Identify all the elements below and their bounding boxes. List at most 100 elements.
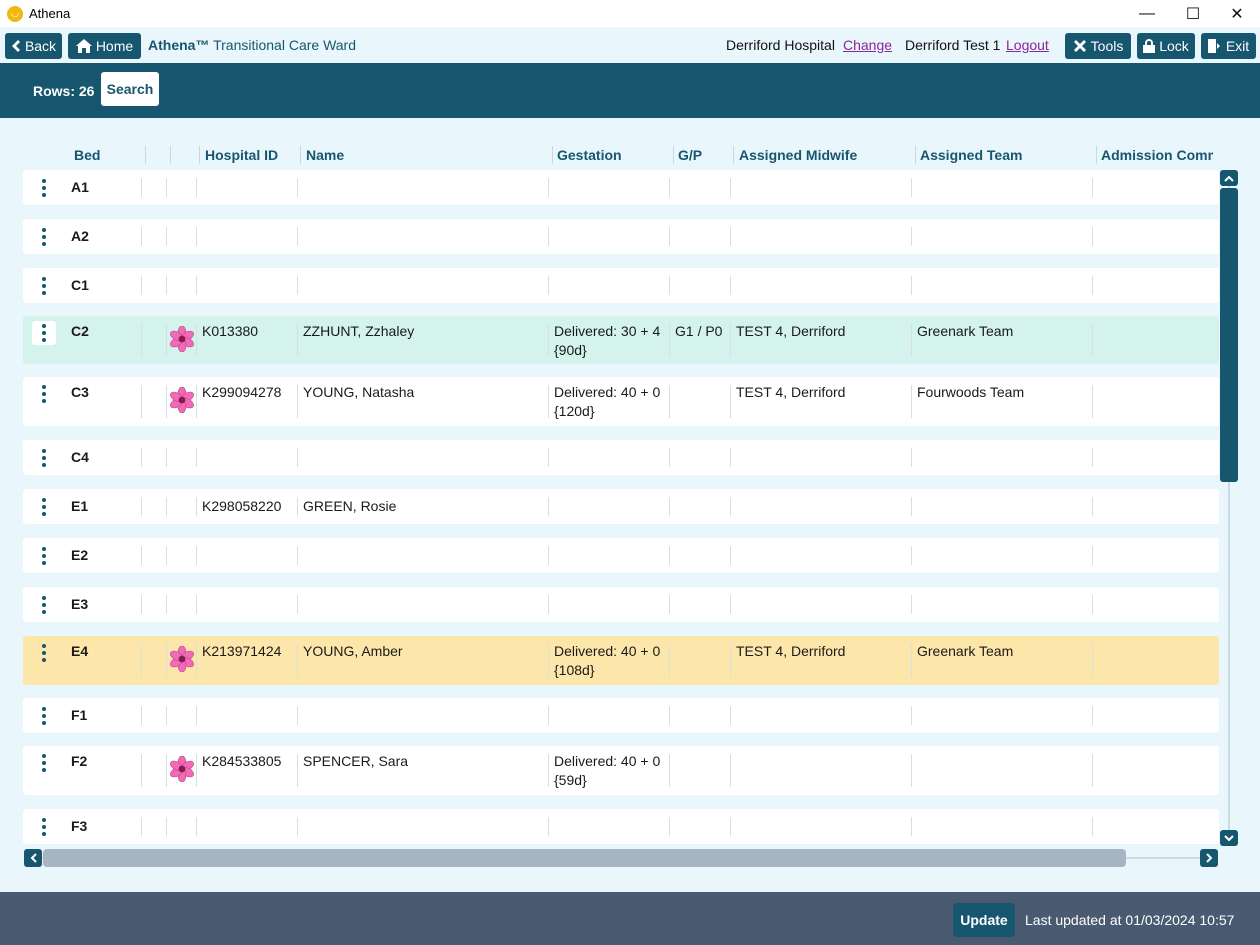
column-separator	[911, 706, 912, 725]
update-button[interactable]: Update	[953, 903, 1015, 937]
exit-icon	[1207, 39, 1220, 53]
kebab-dot	[42, 463, 46, 467]
athena-logo-icon: ◡	[7, 5, 23, 22]
scroll-up-button[interactable]	[1220, 170, 1238, 186]
bed-label: E3	[71, 596, 89, 612]
column-separator	[669, 817, 670, 836]
table-row[interactable]: A1	[23, 170, 1219, 205]
scroll-down-button[interactable]	[1220, 830, 1238, 846]
column-separator	[196, 178, 197, 197]
lock-button[interactable]: Lock	[1137, 33, 1195, 59]
column-separator	[911, 324, 912, 356]
change-hospital-link[interactable]: Change	[843, 37, 893, 53]
maximize-button[interactable]: ☐	[1185, 5, 1201, 23]
column-separator	[141, 448, 142, 467]
minimize-button[interactable]: —	[1139, 4, 1155, 22]
table-row[interactable]: E3	[23, 587, 1219, 622]
row-menu-kebab-icon[interactable]	[32, 544, 56, 568]
home-icon	[75, 39, 92, 53]
row-menu-kebab-icon[interactable]	[32, 815, 56, 839]
chevron-down-icon	[1224, 834, 1234, 841]
kebab-dot	[42, 603, 46, 607]
col-hospital-id-header[interactable]: Hospital ID	[205, 147, 279, 163]
column-separator	[141, 644, 142, 677]
column-separator	[166, 324, 167, 356]
column-separator	[911, 276, 912, 295]
home-button[interactable]: Home	[68, 33, 141, 59]
hscroll-thumb[interactable]	[43, 849, 1126, 867]
column-separator	[297, 448, 298, 467]
kebab-dot	[42, 277, 46, 281]
column-separator	[166, 644, 167, 677]
column-separator	[196, 497, 197, 516]
row-menu-kebab-icon[interactable]	[32, 225, 56, 249]
kebab-dot	[42, 832, 46, 836]
table-row[interactable]: C2 K013380 ZZHUNT, Zzhaley G1 / P0 TEST 4, D…	[23, 316, 1219, 364]
scroll-thumb[interactable]	[1220, 188, 1238, 482]
back-button[interactable]: Back	[5, 33, 62, 59]
row-menu-kebab-icon[interactable]	[32, 321, 56, 345]
col-gp-header[interactable]: G/P	[678, 147, 703, 163]
gestation-cell: Delivered: 40 + 0	[554, 643, 661, 659]
vertical-scrollbar[interactable]	[1220, 170, 1238, 848]
table-row[interactable]: F2 K284533805 SPENCER, Sara Delivered: 40 +…	[23, 746, 1219, 795]
table-row[interactable]: E4 K213971424 YOUNG, Amber TEST 4, Derrifor…	[23, 636, 1219, 685]
close-window-button[interactable]: ✕	[1230, 5, 1244, 23]
column-separator	[297, 754, 298, 787]
table-row[interactable]: C4	[23, 440, 1219, 475]
column-separator	[141, 178, 142, 197]
col-admission-comments-header[interactable]: Admission Comm	[1101, 147, 1213, 163]
column-separator	[911, 385, 912, 418]
horizontal-scrollbar[interactable]	[24, 849, 1218, 867]
flower-icon	[169, 755, 195, 783]
logout-link[interactable]: Logout	[1006, 37, 1049, 53]
table-row[interactable]: E2	[23, 538, 1219, 573]
col-bed-header[interactable]: Bed	[74, 147, 101, 163]
column-separator	[669, 546, 670, 565]
col-gestation-header[interactable]: Gestation	[557, 147, 622, 163]
row-menu-kebab-icon[interactable]	[32, 593, 56, 617]
top-nav: Back Home Athena™ Transitional Care Ward…	[0, 27, 1260, 63]
gestation-days-cell: {59d}	[554, 772, 587, 788]
flower-icon	[169, 645, 195, 673]
row-menu-kebab-icon[interactable]	[32, 704, 56, 728]
row-menu-kebab-icon[interactable]	[32, 274, 56, 298]
kebab-dot	[42, 385, 46, 389]
search-button[interactable]: Search	[101, 72, 159, 106]
column-separator	[166, 497, 167, 516]
scroll-right-button[interactable]	[1200, 849, 1218, 867]
row-menu-kebab-icon[interactable]	[32, 641, 56, 665]
exit-button[interactable]: Exit	[1201, 33, 1256, 59]
column-separator	[196, 644, 197, 677]
table-row[interactable]: F3	[23, 809, 1219, 844]
row-menu-kebab-icon[interactable]	[32, 495, 56, 519]
kebab-dot	[42, 721, 46, 725]
row-menu-kebab-icon[interactable]	[32, 176, 56, 200]
row-menu-kebab-icon[interactable]	[32, 382, 56, 406]
kebab-dot	[42, 825, 46, 829]
table-row[interactable]: F1	[23, 698, 1219, 733]
table-row[interactable]: C1	[23, 268, 1219, 303]
column-separator	[297, 497, 298, 516]
bed-label: C3	[71, 384, 89, 400]
table-row[interactable]: C3 K299094278 YOUNG, Natasha TEST 4, Derrif…	[23, 377, 1219, 426]
col-midwife-header[interactable]: Assigned Midwife	[739, 147, 858, 163]
column-separator	[141, 385, 142, 418]
scroll-left-button[interactable]	[24, 849, 42, 867]
tools-icon	[1073, 40, 1086, 52]
window-title: Athena	[29, 6, 71, 21]
column-separator	[1092, 178, 1093, 197]
table-row[interactable]: A2	[23, 219, 1219, 254]
row-menu-kebab-icon[interactable]	[32, 446, 56, 470]
chevron-left-icon	[30, 853, 37, 863]
column-separator	[548, 324, 549, 356]
kebab-dot	[42, 610, 46, 614]
col-name-header[interactable]: Name	[306, 147, 345, 163]
row-menu-kebab-icon[interactable]	[32, 751, 56, 775]
patient-name-cell: SPENCER, Sara	[303, 753, 409, 769]
column-separator	[548, 385, 549, 418]
tools-button[interactable]: Tools	[1065, 33, 1131, 59]
column-separator	[730, 178, 731, 197]
table-row[interactable]: E1 K298058220 GREEN, Rosie	[23, 489, 1219, 524]
col-team-header[interactable]: Assigned Team	[920, 147, 1023, 163]
